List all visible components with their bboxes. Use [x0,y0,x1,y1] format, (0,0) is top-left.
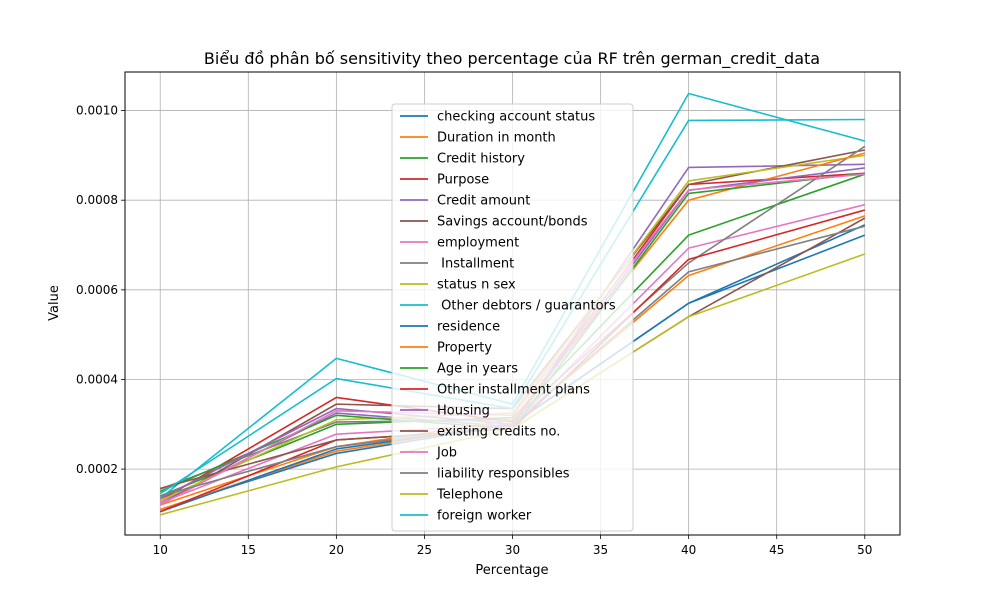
legend-label: checking account status [437,110,595,125]
y-tick-label: 0.0004 [76,372,118,386]
legend-label: Other debtors / guarantors [437,299,616,314]
legend-label: Installment [437,257,514,272]
x-tick-label: 15 [241,543,256,557]
legend-label: Other installment plans [437,383,590,398]
y-axis-label: Value [47,285,62,321]
legend-label: existing credits no. [437,425,560,440]
legend-label: residence [437,320,500,335]
legend-label: employment [437,236,519,251]
legend-frame [391,103,634,532]
y-tick-label: 0.0002 [76,462,118,476]
x-tick-label: 30 [505,543,520,557]
y-tick-label: 0.0008 [76,193,118,207]
legend-label: Purpose [437,173,489,188]
legend-label: Age in years [437,362,518,377]
legend-label: liability responsibles [437,467,570,482]
legend-label: foreign worker [437,509,532,524]
x-tick-label: 35 [593,543,608,557]
legend: checking account status Duration in month… [391,103,634,532]
x-tick-label: 50 [857,543,872,557]
legend-label: Duration in month [437,131,556,146]
x-tick-label: 45 [769,543,784,557]
legend-label: Telephone [436,488,503,503]
x-tick-label: 10 [153,543,168,557]
legend-label: Job [436,446,457,461]
chart-title: Biểu đồ phân bố sensitivity theo percent… [204,49,820,69]
legend-label: Housing [437,404,490,419]
legend-label: Credit amount [437,194,530,209]
x-axis-ticks: 10 15 20 25 30 35 40 45 50 [153,535,872,557]
y-tick-label: 0.0006 [76,283,118,297]
legend-label: Credit history [437,152,525,167]
legend-label: status n sex [437,278,516,293]
x-tick-label: 25 [417,543,432,557]
x-tick-label: 20 [329,543,344,557]
y-axis-ticks: 0.0002 0.0004 0.0006 0.0008 0.0010 [76,104,125,476]
y-tick-label: 0.0010 [76,104,118,118]
x-axis-label: Percentage [475,563,548,578]
legend-label: Savings account/bonds [437,215,588,230]
legend-label: Property [437,341,492,356]
x-tick-label: 40 [681,543,696,557]
